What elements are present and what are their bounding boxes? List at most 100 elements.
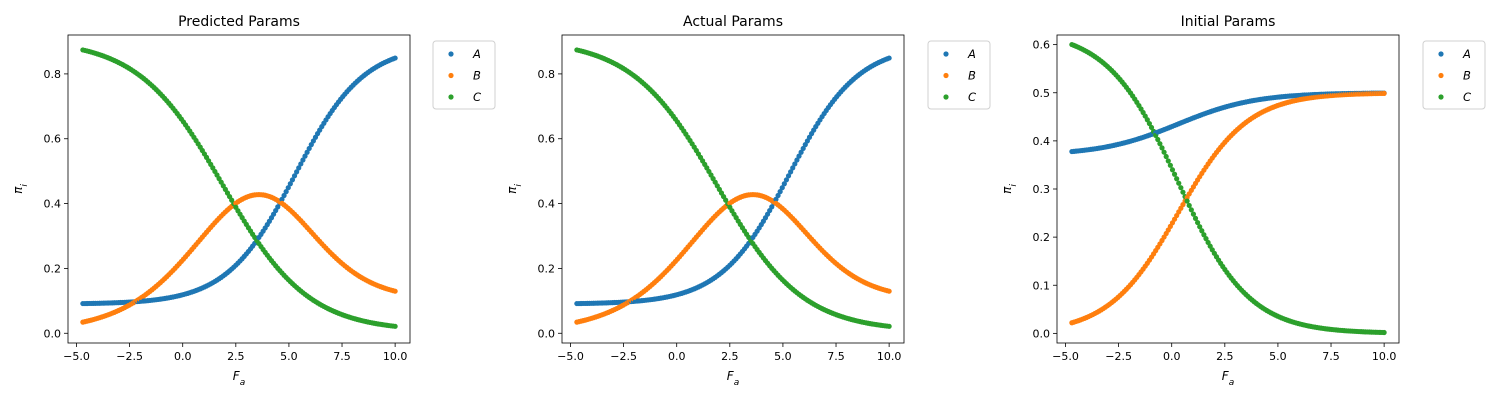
point-A	[785, 173, 792, 179]
point-C	[1159, 145, 1165, 151]
y-tick-label: 0.2	[44, 262, 62, 275]
x-tick-label: −5.0	[1052, 350, 1079, 363]
legend-marker-A	[448, 51, 454, 57]
point-A	[792, 161, 798, 167]
x-tick-label: 0.0	[1163, 350, 1181, 363]
chart-title: Initial Params	[1181, 14, 1276, 30]
legend-box	[1422, 40, 1486, 110]
point-C	[1155, 136, 1161, 143]
legend-label-B: B	[1463, 69, 1471, 83]
x-axis-label: Fa	[1222, 369, 1234, 388]
legend-label-A: A	[967, 47, 976, 61]
point-A	[886, 55, 892, 61]
data-points	[574, 47, 892, 329]
y-axis-label: πi	[11, 184, 30, 194]
y-tick-label: 0.2	[538, 262, 556, 275]
x-tick-label: 10.0	[383, 350, 408, 363]
legend-label-A: A	[1462, 47, 1471, 61]
point-A	[777, 189, 783, 195]
y-tick-label: 0.6	[538, 133, 556, 146]
point-C	[1165, 158, 1171, 164]
legend-label-C: C	[473, 90, 481, 104]
point-A	[283, 189, 289, 195]
x-tick-label: 7.5	[333, 350, 351, 363]
y-tick-label: 0.0	[1033, 327, 1051, 340]
point-A	[800, 145, 806, 152]
subplot-2: Actual Params −5.0 −2.5 0.0 2.5 5.0 7.5 10.0 0.0…	[505, 14, 991, 388]
x-tick-label: 2.5	[227, 350, 245, 363]
point-A	[281, 192, 287, 199]
point-B	[886, 288, 892, 294]
point-C	[1157, 141, 1163, 147]
y-tick-label: 0.4	[1033, 135, 1051, 148]
point-A	[790, 165, 796, 171]
point-C	[1381, 329, 1387, 336]
data-points	[80, 47, 398, 329]
legend-marker-A	[943, 51, 949, 57]
point-A	[291, 173, 298, 179]
point-A	[798, 149, 804, 155]
chart-title: Actual Params	[683, 14, 783, 30]
y-tick-label: 0.3	[1033, 183, 1051, 196]
chart-title: Predicted Params	[178, 14, 300, 30]
legend-label-B: B	[968, 69, 976, 83]
point-A	[296, 165, 302, 171]
point-A	[783, 177, 790, 183]
y-tick-label: 0.6	[1033, 39, 1051, 52]
point-A	[392, 55, 398, 61]
y-tick-label: 0.2	[1033, 231, 1051, 244]
x-axis-label: Fa	[233, 369, 245, 388]
legend-marker-B	[943, 72, 949, 79]
point-C	[1192, 215, 1199, 221]
point-C	[1201, 232, 1207, 238]
point-A	[300, 157, 306, 163]
plot-frame	[67, 34, 411, 344]
point-A	[781, 181, 787, 187]
legend-label-C: C	[1463, 90, 1471, 104]
legend-marker-B	[1438, 72, 1444, 79]
point-C	[1169, 167, 1176, 173]
point-C	[1180, 189, 1186, 195]
legend-marker-C	[448, 94, 454, 100]
point-C	[1146, 120, 1153, 127]
point-C	[1178, 185, 1184, 191]
point-C	[1203, 236, 1209, 242]
subplot-1: Predicted Params −5.0 −2.5 0.0 2.5 5.0 7.5 10.0…	[11, 14, 496, 388]
plot-frame	[561, 34, 905, 344]
point-C	[1176, 180, 1182, 186]
y-tick-label: 0.8	[538, 68, 556, 81]
point-A	[306, 145, 312, 152]
point-C	[1186, 202, 1192, 209]
point-A	[794, 157, 800, 163]
y-tick-label: 0.4	[44, 198, 62, 211]
point-A	[304, 149, 310, 155]
point-A	[775, 192, 781, 199]
point-A	[289, 177, 296, 183]
x-tick-label: 10.0	[1372, 350, 1397, 363]
point-C	[1195, 219, 1201, 226]
legend-marker-A	[1438, 51, 1444, 57]
point-A	[294, 169, 300, 175]
point-C	[1188, 207, 1194, 213]
legend-label-A: A	[472, 47, 481, 61]
x-tick-label: −5.0	[557, 350, 584, 363]
legend: ABC	[432, 40, 496, 110]
y-tick-label: 0.1	[1033, 279, 1051, 292]
point-C	[1144, 117, 1150, 123]
x-axis-label: Fa	[727, 369, 739, 388]
x-tick-label: −2.5	[610, 350, 637, 363]
x-tick-label: 5.0	[1269, 350, 1287, 363]
x-tick-label: 2.5	[1216, 350, 1234, 363]
point-A	[279, 196, 285, 202]
point-B	[392, 288, 398, 294]
point-C	[1190, 211, 1197, 217]
y-tick-label: 0.0	[538, 327, 556, 340]
y-tick-label: 0.4	[538, 198, 556, 211]
point-C	[1148, 124, 1155, 131]
legend: ABC	[1422, 40, 1486, 110]
point-C	[1184, 198, 1190, 204]
x-tick-label: 0.0	[668, 350, 686, 363]
point-C	[1174, 176, 1180, 182]
legend-box	[432, 40, 496, 110]
